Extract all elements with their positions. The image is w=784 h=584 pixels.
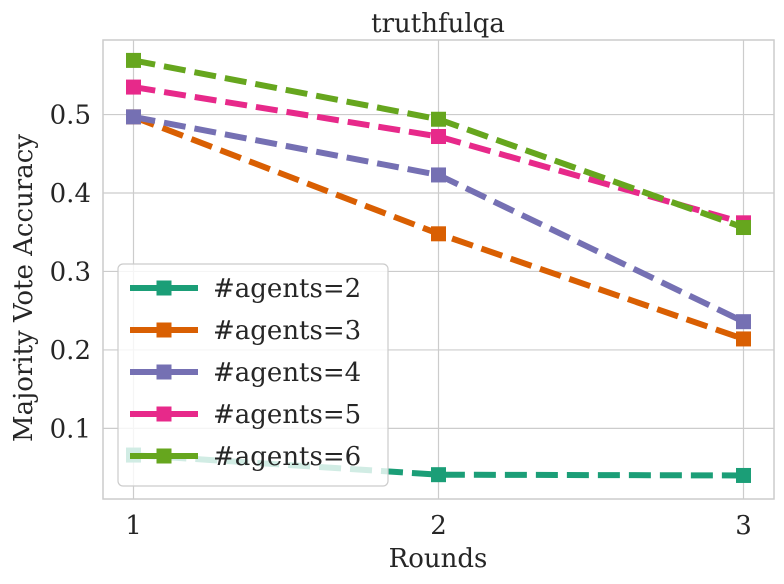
legend-label: #agents=5	[213, 400, 361, 430]
data-point-marker	[126, 79, 141, 95]
series-line	[126, 52, 751, 236]
legend-box	[117, 263, 389, 487]
legend-label: #agents=4	[213, 358, 361, 388]
legend-marker	[156, 406, 172, 422]
y-tick-label: 0.1	[50, 414, 91, 444]
data-point-marker	[126, 52, 141, 68]
legend-item: #agents=2	[130, 274, 361, 304]
y-tick-label: 0.3	[50, 257, 91, 287]
x-axis-label: Rounds	[389, 544, 488, 574]
legend-item: #agents=5	[130, 400, 361, 430]
y-tick-label: 0.5	[50, 101, 91, 131]
data-point-marker	[431, 129, 446, 145]
x-axis-ticks: 1 2 3	[125, 511, 752, 541]
legend-label: #agents=6	[213, 442, 361, 472]
y-axis-ticks: 0.1 0.2 0.3 0.4 0.5	[50, 101, 91, 445]
plot-frame	[102, 39, 775, 500]
legend-marker	[156, 322, 172, 338]
data-point-marker	[431, 167, 446, 183]
series-group	[126, 52, 751, 483]
data-point-marker	[736, 314, 751, 330]
data-point-marker	[736, 220, 751, 236]
legend: #agents=2 #agents=3 #agents=4 #agents=5 #age…	[117, 263, 389, 487]
chart-title: truthfulqa	[371, 9, 505, 39]
legend-marker	[156, 364, 172, 380]
legend-label: #agents=3	[213, 316, 361, 346]
series-path	[133, 84, 745, 226]
legend-marker	[156, 448, 172, 464]
data-point-marker	[736, 467, 751, 483]
legend-item: #agents=3	[130, 316, 361, 346]
data-point-marker	[431, 467, 446, 483]
series-line	[126, 109, 751, 330]
legend-item: #agents=6	[130, 442, 361, 472]
legend-label: #agents=2	[213, 274, 361, 304]
y-axis-label: Majority Vote Accuracy	[9, 134, 39, 442]
x-tick-label: 3	[735, 511, 752, 541]
data-point-marker	[126, 109, 141, 125]
legend-marker	[156, 280, 172, 296]
legend-item: #agents=4	[130, 358, 361, 388]
data-point-marker	[431, 111, 446, 127]
y-tick-label: 0.2	[50, 336, 91, 366]
data-point-marker	[431, 226, 446, 242]
x-tick-label: 2	[430, 511, 447, 541]
x-tick-label: 1	[125, 511, 142, 541]
y-tick-label: 0.4	[50, 179, 91, 209]
data-point-marker	[736, 331, 751, 347]
